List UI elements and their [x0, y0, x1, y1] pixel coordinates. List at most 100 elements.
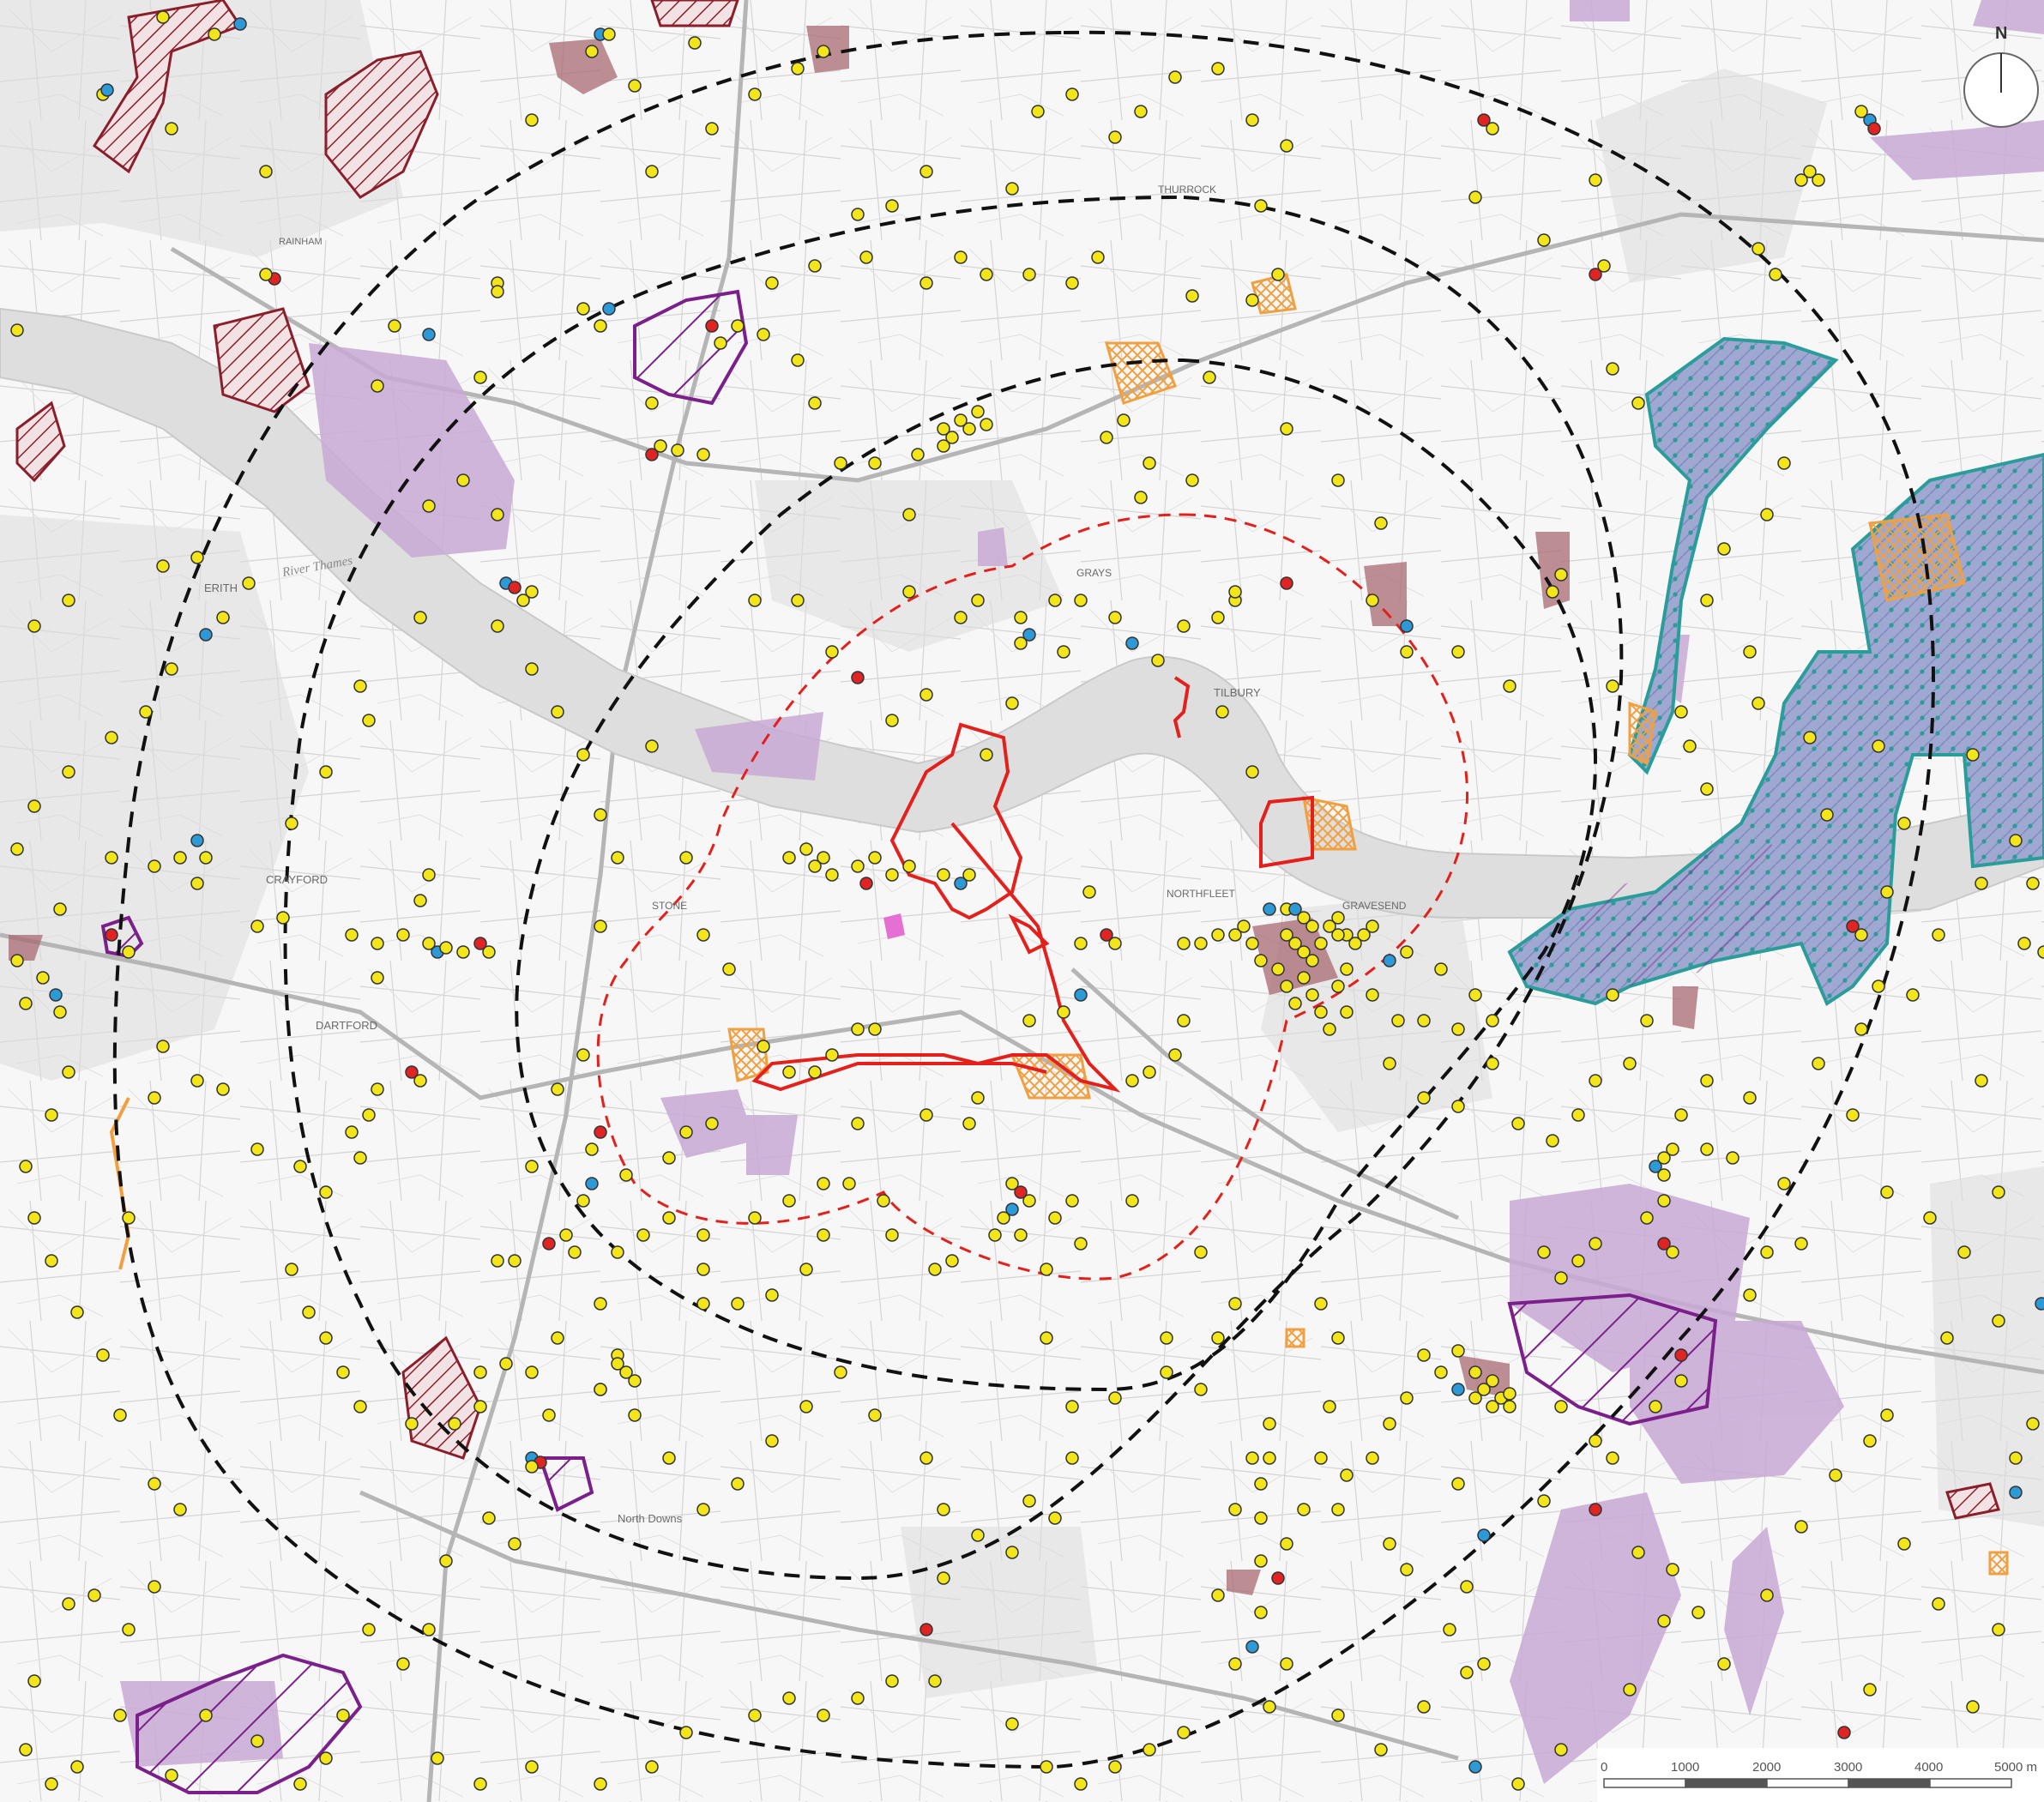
yellow-point-marker	[1323, 1022, 1336, 1036]
yellow-point-marker	[190, 1074, 204, 1088]
yellow-point-marker	[1468, 1391, 1482, 1405]
yellow-point-marker	[782, 1065, 796, 1079]
yellow-point-marker	[1923, 1211, 1937, 1225]
yellow-point-marker	[937, 1503, 950, 1516]
yellow-point-marker	[1794, 1520, 1808, 1534]
yellow-point-marker	[27, 1211, 41, 1225]
yellow-point-marker	[594, 919, 607, 933]
yellow-point-marker	[576, 1194, 590, 1208]
yellow-point-marker	[1554, 1400, 1568, 1413]
yellow-point-marker	[980, 748, 993, 762]
blue-point-marker	[1383, 954, 1396, 967]
yellow-point-marker	[525, 1365, 539, 1379]
yellow-point-marker	[662, 1451, 676, 1465]
yellow-point-marker	[491, 285, 504, 298]
yellow-point-marker	[1177, 1726, 1191, 1739]
yellow-point-marker	[105, 731, 118, 744]
blue-point-marker	[602, 302, 616, 316]
yellow-point-marker	[250, 919, 264, 933]
yellow-point-marker	[1305, 919, 1319, 933]
yellow-point-marker	[2009, 1451, 2023, 1465]
place-label-northfleet: NORTHFLEET	[1167, 888, 1235, 900]
yellow-point-marker	[1760, 508, 1774, 521]
yellow-point-marker	[782, 1691, 796, 1705]
yellow-point-marker	[1331, 979, 1345, 993]
yellow-point-marker	[285, 817, 298, 830]
north-arrow: N	[1963, 24, 2039, 128]
yellow-point-marker	[1245, 937, 1259, 950]
ring-outer	[112, 30, 1935, 1769]
yellow-point-marker	[1245, 1451, 1259, 1465]
yellow-point-marker	[482, 945, 496, 959]
yellow-point-marker	[259, 165, 273, 178]
red-point-marker	[594, 1125, 607, 1139]
yellow-point-marker	[62, 1597, 75, 1611]
yellow-point-marker	[1040, 1263, 1053, 1276]
red-point-marker	[542, 1237, 556, 1251]
yellow-point-marker	[919, 165, 933, 178]
yellow-point-marker	[45, 1108, 58, 1122]
yellow-point-marker	[1211, 1331, 1225, 1345]
yellow-point-marker	[1769, 268, 1782, 281]
red-point-marker	[508, 581, 522, 594]
yellow-point-marker	[825, 868, 839, 882]
yellow-point-marker	[1314, 1005, 1328, 1019]
yellow-point-marker	[1649, 1400, 1662, 1413]
yellow-point-marker	[285, 1263, 298, 1276]
yellow-point-marker	[1143, 1065, 1156, 1079]
yellow-point-marker	[1657, 1168, 1671, 1182]
yellow-point-marker	[1468, 1365, 1482, 1379]
yellow-point-marker	[1640, 1211, 1654, 1225]
yellow-point-marker	[19, 997, 33, 1010]
yellow-point-marker	[1674, 705, 1688, 719]
yellow-point-marker	[1305, 954, 1319, 967]
red-point-marker	[1846, 919, 1860, 933]
blue-point-marker	[190, 834, 204, 847]
red-point-marker	[473, 937, 487, 950]
yellow-point-marker	[885, 868, 899, 882]
yellow-point-marker	[216, 611, 230, 624]
yellow-point-marker	[1228, 1297, 1242, 1311]
yellow-point-marker	[1065, 1400, 1079, 1413]
yellow-point-marker	[851, 1691, 865, 1705]
blue-point-marker	[233, 17, 247, 31]
yellow-point-marker	[1194, 937, 1208, 950]
yellow-point-marker	[1700, 1142, 1714, 1156]
blue-point-marker	[199, 628, 213, 642]
yellow-point-marker	[971, 1091, 985, 1105]
yellow-point-marker	[1228, 585, 1242, 599]
yellow-point-marker	[27, 619, 41, 633]
yellow-point-marker	[1451, 1100, 1465, 1113]
marsh-hatch-overlay	[1578, 823, 1784, 986]
yellow-point-marker	[1571, 1254, 1585, 1268]
yellow-point-marker	[525, 1760, 539, 1774]
yellow-point-marker	[919, 1451, 933, 1465]
yellow-point-marker	[542, 1408, 556, 1422]
yellow-point-marker	[1477, 1383, 1491, 1396]
yellow-point-marker	[1348, 937, 1362, 950]
yellow-point-marker	[1031, 105, 1045, 118]
yellow-point-marker	[885, 714, 899, 727]
yellow-point-marker	[868, 1022, 882, 1036]
yellow-point-marker	[456, 473, 470, 487]
yellow-point-marker	[1760, 1245, 1774, 1259]
yellow-point-marker	[1254, 1477, 1268, 1491]
yellow-point-marker	[10, 323, 24, 337]
yellow-point-marker	[1966, 748, 1980, 762]
yellow-point-marker	[525, 662, 539, 676]
yellow-point-marker	[1589, 1074, 1602, 1088]
ring-middle	[283, 195, 1624, 1581]
yellow-point-marker	[1048, 594, 1062, 607]
yellow-point-marker	[568, 1245, 582, 1259]
yellow-point-marker	[1657, 1151, 1671, 1165]
yellow-point-marker	[1451, 1022, 1465, 1036]
yellow-point-marker	[96, 1348, 110, 1362]
yellow-point-marker	[945, 431, 959, 444]
yellow-point-marker	[45, 1254, 58, 1268]
yellow-point-marker	[1143, 1743, 1156, 1757]
yellow-point-marker	[1468, 190, 1482, 204]
yellow-point-marker	[1331, 1331, 1345, 1345]
yellow-point-marker	[688, 36, 702, 50]
yellow-point-marker	[782, 1194, 796, 1208]
